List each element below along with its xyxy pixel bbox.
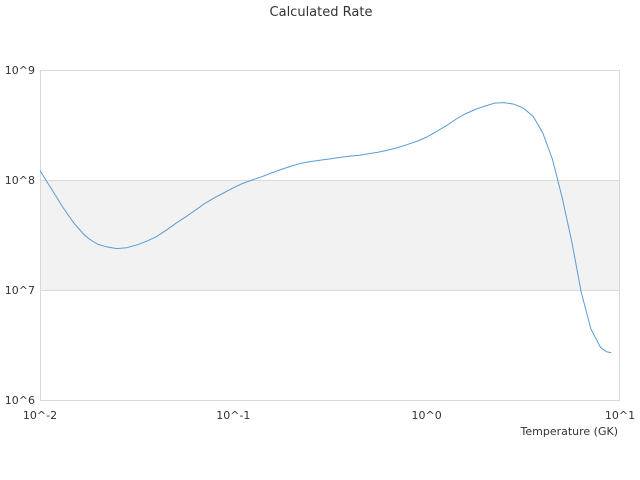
y-tick-label: 10^9 (5, 64, 35, 77)
x-tick-label: 10^-2 (23, 409, 57, 422)
shaded-band-layer (40, 180, 620, 290)
series-line (39, 102, 612, 353)
x-tick-label: 10^-1 (216, 409, 250, 422)
y-tick-label: 10^8 (5, 174, 35, 187)
shaded-band (40, 180, 620, 290)
x-axis-label: Temperature (GK) (520, 425, 619, 438)
chart-title: Calculated Rate (270, 5, 373, 20)
x-tick-label: 10^0 (412, 409, 442, 422)
tick-labels: 10^6 10^7 10^8 10^9 10^-2 10^-1 10^0 10^1 (5, 64, 635, 422)
x-tick-label: 10^1 (605, 409, 635, 422)
gridlines (40, 70, 620, 401)
y-tick-label: 10^6 (5, 394, 35, 407)
y-tick-label: 10^7 (5, 284, 35, 297)
plot-area (39, 102, 612, 353)
